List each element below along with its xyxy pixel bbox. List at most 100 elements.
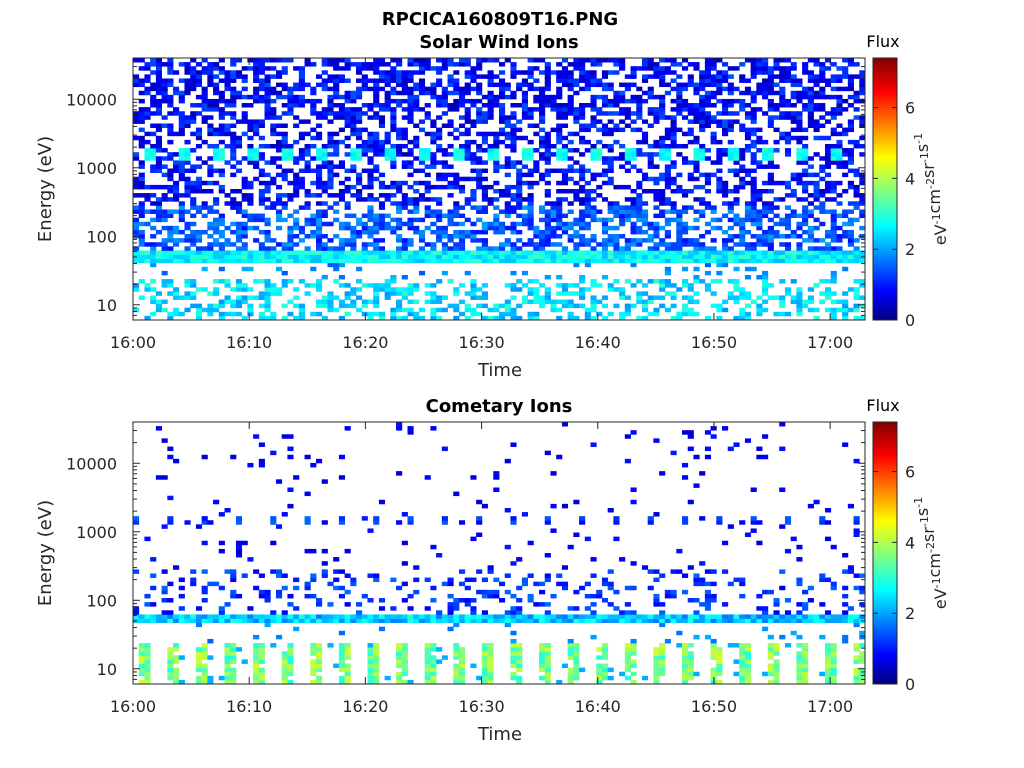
- spectrogram-cell: [173, 655, 180, 660]
- spectrogram-cell: [853, 217, 860, 223]
- spectrogram-cell: [647, 234, 654, 239]
- spectrogram-cell: [550, 229, 557, 235]
- spectrogram-cell: [373, 516, 380, 521]
- spectrogram-cell: [264, 589, 271, 595]
- spectrogram-cell: [779, 103, 786, 108]
- spectrogram-cell: [664, 115, 671, 120]
- spectrogram-cell: [321, 315, 328, 321]
- spectrogram-cell: [504, 242, 511, 247]
- spectrogram-cell: [687, 127, 694, 133]
- spectrogram-cell: [453, 675, 460, 681]
- spectrogram-cell: [847, 217, 854, 223]
- spectrogram-cell: [407, 283, 414, 288]
- spectrogram-cell: [819, 258, 826, 264]
- spectrogram-cell: [802, 103, 809, 108]
- spectrogram-cell: [281, 103, 288, 108]
- spectrogram-cell: [178, 577, 185, 583]
- spectrogram-cell: [213, 103, 220, 108]
- spectrogram-cell: [573, 90, 580, 96]
- spectrogram-cell: [207, 66, 214, 71]
- spectrogram-cell: [161, 86, 168, 92]
- spectrogram-cell: [682, 107, 689, 112]
- spectrogram-cell: [298, 74, 305, 79]
- spectrogram-cell: [676, 238, 683, 243]
- spectrogram-cell: [704, 94, 711, 100]
- spectrogram-cell: [653, 107, 660, 112]
- spectrogram-cell: [201, 540, 208, 546]
- spectrogram-cell: [384, 193, 391, 198]
- spectrogram-cell: [350, 234, 357, 239]
- spectrogram-cell: [830, 94, 837, 100]
- spectrogram-cell: [275, 634, 283, 640]
- spectrogram-cell: [413, 229, 420, 235]
- spectrogram-cell: [824, 229, 832, 235]
- spectrogram-cell: [281, 94, 288, 100]
- spectrogram-cell: [819, 135, 826, 141]
- spectrogram-cell: [630, 111, 637, 116]
- spectrogram-cell: [476, 258, 483, 264]
- spectrogram-cell: [424, 250, 431, 255]
- spectrogram-cell: [847, 238, 854, 243]
- spectrogram-cell: [281, 675, 288, 681]
- spectrogram-cell: [750, 184, 757, 190]
- spectrogram-cell: [613, 58, 620, 63]
- spectrogram-cell: [184, 82, 191, 88]
- spectrogram-cell: [258, 647, 265, 652]
- spectrogram-cell: [830, 143, 837, 149]
- spectrogram-cell: [304, 258, 311, 264]
- spectrogram-cell: [641, 250, 649, 255]
- spectrogram-cell: [487, 614, 494, 619]
- spectrogram-cell: [813, 283, 820, 288]
- spectrogram-cell: [561, 115, 569, 120]
- spectrogram-cell: [539, 139, 546, 145]
- spectrogram-cell: [739, 254, 746, 259]
- spectrogram-cell: [275, 589, 283, 595]
- spectrogram-cell: [436, 279, 443, 284]
- spectrogram-cell: [195, 647, 203, 652]
- spectrogram-cell: [539, 172, 546, 178]
- spectrogram-cell: [682, 283, 689, 288]
- spectrogram-cell: [750, 111, 757, 116]
- spectrogram-cell: [230, 156, 237, 161]
- spectrogram-cell: [436, 614, 443, 619]
- spectrogram-cell: [830, 74, 837, 79]
- spectrogram-cell: [464, 217, 471, 223]
- spectrogram-cell: [350, 131, 357, 137]
- spectrogram-cell: [670, 107, 677, 112]
- spectrogram-cell: [247, 180, 254, 186]
- spectrogram-cell: [790, 172, 797, 178]
- spectrogram-cell: [767, 229, 774, 235]
- spectrogram-cell: [155, 209, 162, 214]
- spectrogram-cell: [316, 667, 323, 673]
- spectrogram-cell: [539, 283, 546, 288]
- spectrogram-cell: [207, 242, 214, 247]
- spectrogram-cell: [361, 221, 368, 227]
- spectrogram-cell: [453, 70, 460, 75]
- spectrogram-cell: [150, 602, 157, 607]
- spectrogram-cell: [373, 299, 380, 305]
- spectrogram-cell: [722, 127, 729, 133]
- spectrogram-cell: [779, 295, 786, 300]
- spectrogram-cell: [579, 184, 586, 190]
- spectrogram-cell: [590, 315, 597, 321]
- spectrogram-cell: [213, 250, 220, 255]
- spectrogram-cell: [304, 58, 311, 63]
- spectrogram-cell: [458, 581, 466, 587]
- spectrogram-cell: [253, 164, 260, 169]
- spectrogram-cell: [230, 618, 237, 623]
- spectrogram-cell: [659, 135, 666, 141]
- spectrogram-cell: [750, 58, 757, 63]
- spectrogram-cell: [824, 307, 832, 313]
- spectrogram-cell: [636, 66, 643, 71]
- spectrogram-cell: [704, 119, 711, 124]
- spectrogram-cell: [807, 86, 814, 92]
- spectrogram-cell: [161, 438, 168, 443]
- spectrogram-cell: [579, 303, 586, 309]
- spectrogram-cell: [235, 189, 243, 194]
- spectrogram-cell: [436, 135, 443, 141]
- spectrogram-cell: [453, 246, 460, 251]
- spectrogram-cell: [367, 172, 374, 178]
- spectrogram-cell: [447, 250, 454, 255]
- spectrogram-cell: [544, 225, 551, 231]
- spectrogram-cell: [447, 90, 454, 96]
